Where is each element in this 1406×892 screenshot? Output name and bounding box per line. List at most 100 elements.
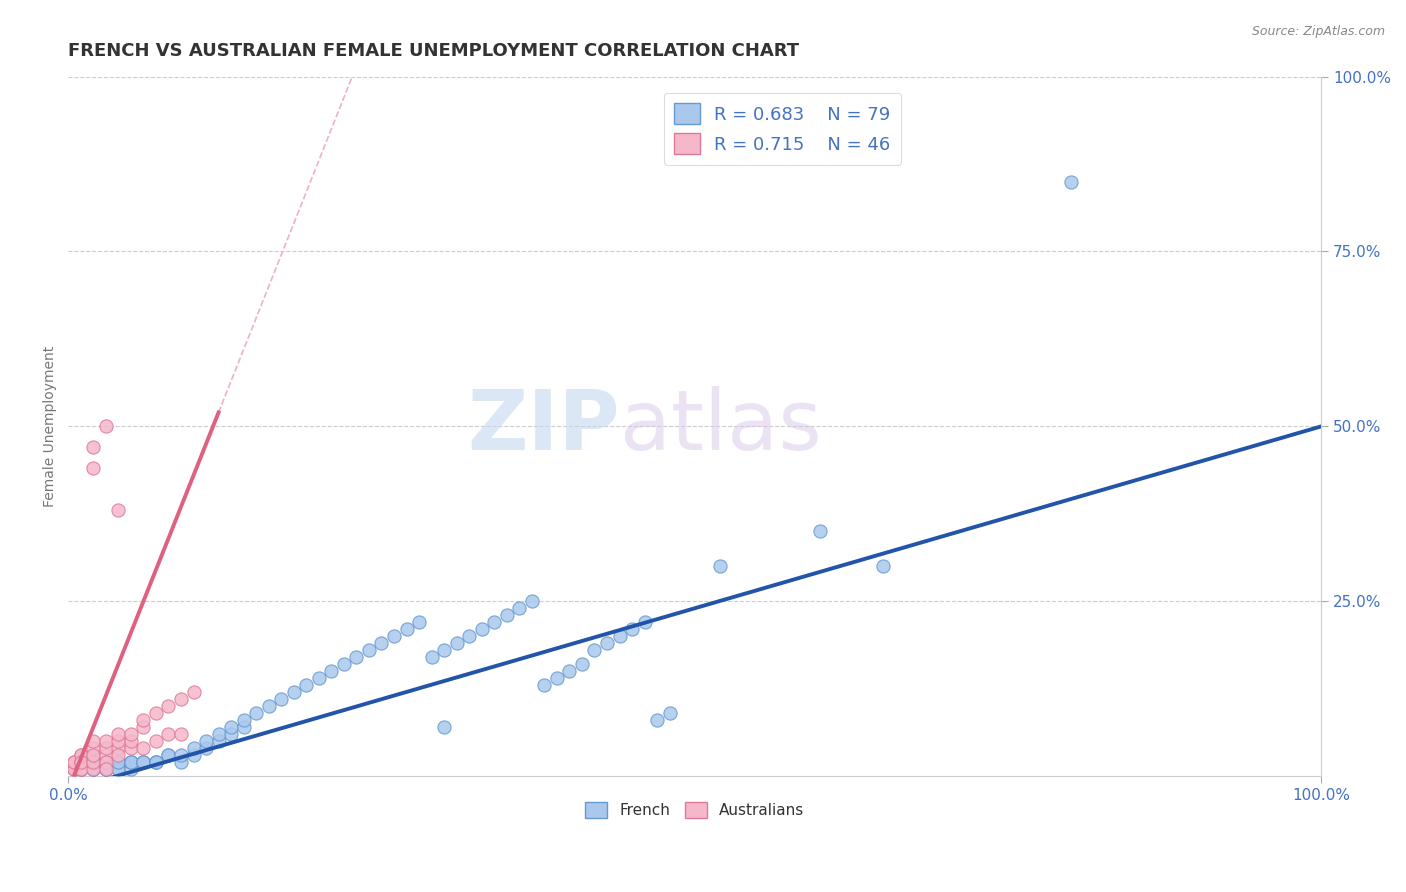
Point: [132, 741, 155, 756]
Point: [82, 762, 104, 776]
Point: [120, 755, 142, 769]
Point: [183, 741, 205, 756]
Point: [709, 559, 731, 574]
Point: [433, 720, 456, 734]
Point: [82, 441, 104, 455]
Point: [63, 755, 86, 769]
Point: [82, 748, 104, 763]
Point: [520, 594, 543, 608]
Point: [808, 524, 831, 539]
Point: [533, 678, 555, 692]
Point: [132, 713, 155, 727]
Point: [107, 755, 129, 769]
Point: [395, 622, 418, 636]
Point: [69, 748, 91, 763]
Point: [107, 755, 129, 769]
Point: [195, 741, 218, 756]
Point: [107, 727, 129, 741]
Point: [471, 622, 494, 636]
Point: [484, 615, 506, 630]
Point: [132, 755, 155, 769]
Point: [63, 762, 86, 776]
Point: [219, 720, 242, 734]
Point: [82, 741, 104, 756]
Point: [295, 678, 318, 692]
Text: Source: ZipAtlas.com: Source: ZipAtlas.com: [1251, 25, 1385, 38]
Text: ZIP: ZIP: [467, 386, 620, 467]
Point: [195, 734, 218, 748]
Y-axis label: Female Unemployment: Female Unemployment: [44, 346, 58, 507]
Point: [69, 762, 91, 776]
Point: [69, 762, 91, 776]
Point: [107, 734, 129, 748]
Point: [495, 608, 517, 623]
Point: [633, 615, 655, 630]
Point: [508, 601, 530, 615]
Point: [571, 657, 593, 672]
Point: [107, 762, 129, 776]
Point: [420, 650, 443, 665]
Point: [207, 734, 229, 748]
Legend: French, Australians: French, Australians: [579, 797, 810, 824]
Point: [145, 755, 167, 769]
Point: [658, 706, 681, 721]
Point: [546, 671, 568, 685]
Point: [82, 734, 104, 748]
Point: [207, 727, 229, 741]
Point: [219, 727, 242, 741]
Point: [321, 665, 343, 679]
Point: [145, 734, 167, 748]
Point: [63, 755, 86, 769]
Point: [232, 713, 254, 727]
Point: [433, 643, 456, 657]
Point: [183, 748, 205, 763]
Point: [63, 762, 86, 776]
Point: [94, 734, 117, 748]
Point: [69, 762, 91, 776]
Point: [132, 755, 155, 769]
Point: [82, 755, 104, 769]
Point: [333, 657, 356, 672]
Text: FRENCH VS AUSTRALIAN FEMALE UNEMPLOYMENT CORRELATION CHART: FRENCH VS AUSTRALIAN FEMALE UNEMPLOYMENT…: [69, 42, 800, 60]
Point: [120, 755, 142, 769]
Point: [621, 622, 644, 636]
Point: [132, 720, 155, 734]
Point: [382, 629, 405, 643]
Point: [94, 755, 117, 769]
Point: [170, 727, 193, 741]
Point: [270, 692, 292, 706]
Point: [107, 762, 129, 776]
Point: [872, 559, 894, 574]
Point: [82, 461, 104, 475]
Point: [120, 727, 142, 741]
Point: [120, 755, 142, 769]
Point: [120, 762, 142, 776]
Point: [558, 665, 581, 679]
Point: [82, 755, 104, 769]
Point: [170, 692, 193, 706]
Point: [94, 762, 117, 776]
Point: [69, 748, 91, 763]
Point: [370, 636, 392, 650]
Point: [82, 762, 104, 776]
Point: [157, 748, 180, 763]
Point: [257, 699, 280, 714]
Point: [145, 755, 167, 769]
Point: [170, 755, 193, 769]
Point: [94, 755, 117, 769]
Point: [69, 762, 91, 776]
Point: [120, 734, 142, 748]
Point: [583, 643, 606, 657]
Point: [94, 762, 117, 776]
Point: [183, 685, 205, 699]
Point: [94, 741, 117, 756]
Text: atlas: atlas: [620, 386, 821, 467]
Point: [63, 762, 86, 776]
Point: [107, 503, 129, 517]
Point: [94, 755, 117, 769]
Point: [82, 748, 104, 763]
Point: [82, 762, 104, 776]
Point: [94, 748, 117, 763]
Point: [145, 706, 167, 721]
Point: [408, 615, 430, 630]
